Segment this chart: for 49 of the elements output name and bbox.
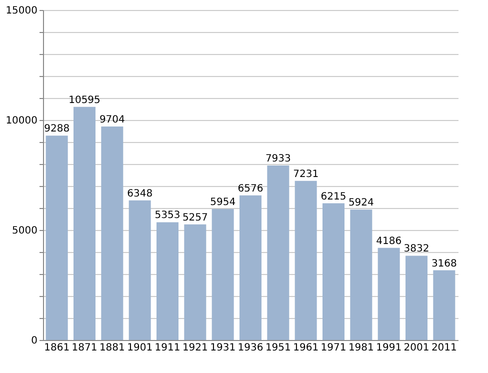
bar [294,180,317,340]
x-tick-label: 2011 [431,342,457,354]
bar [433,270,456,340]
x-tick-label: 1961 [293,342,319,354]
y-tick-label: 10000 [6,116,38,126]
x-tick-label: 1981 [348,342,374,354]
bar [101,126,124,340]
x-tick-label: 1861 [44,342,70,354]
data-label: 4186 [376,236,402,247]
bar [378,248,400,340]
x-tick-label: 2001 [404,342,430,354]
x-tick-label: 1871 [72,342,98,354]
data-label: 9288 [44,124,70,135]
data-label: 7231 [293,168,319,180]
x-tick-label: 1921 [182,342,208,354]
y-tick-label: 0 [31,336,38,346]
x-tick-label: 1931 [210,342,236,354]
data-label: 10595 [68,94,100,106]
x-tick-label: 1991 [376,342,402,354]
data-label: 5954 [210,197,236,208]
data-label: 3832 [404,244,430,255]
data-label: 5353 [154,210,180,222]
y-tick-label: 15000 [6,6,38,16]
x-tick-label: 1951 [265,342,291,354]
data-label: 5257 [182,212,208,224]
x-tick-label: 1936 [238,342,264,354]
bar [350,210,372,340]
bar [156,222,178,340]
bar [212,209,234,340]
bar [74,106,96,340]
y-tick-label: 5000 [12,226,38,236]
x-tick-label: 1971 [320,342,346,354]
data-label: 9704 [99,114,125,126]
bar [240,195,262,340]
bar [184,224,206,340]
data-label: 6576 [238,183,264,194]
data-label: 3168 [431,258,457,270]
x-tick-label: 1911 [154,342,180,354]
bar [128,200,151,340]
bar [406,256,428,340]
data-label: 7933 [265,153,291,164]
bar [322,203,344,340]
x-tick-label: 1881 [99,342,125,354]
data-label: 5924 [348,198,374,209]
data-label: 6348 [127,188,153,200]
bar [267,165,290,340]
data-label: 6215 [320,191,346,202]
bar [46,136,68,340]
x-tick-label: 1901 [127,342,153,354]
